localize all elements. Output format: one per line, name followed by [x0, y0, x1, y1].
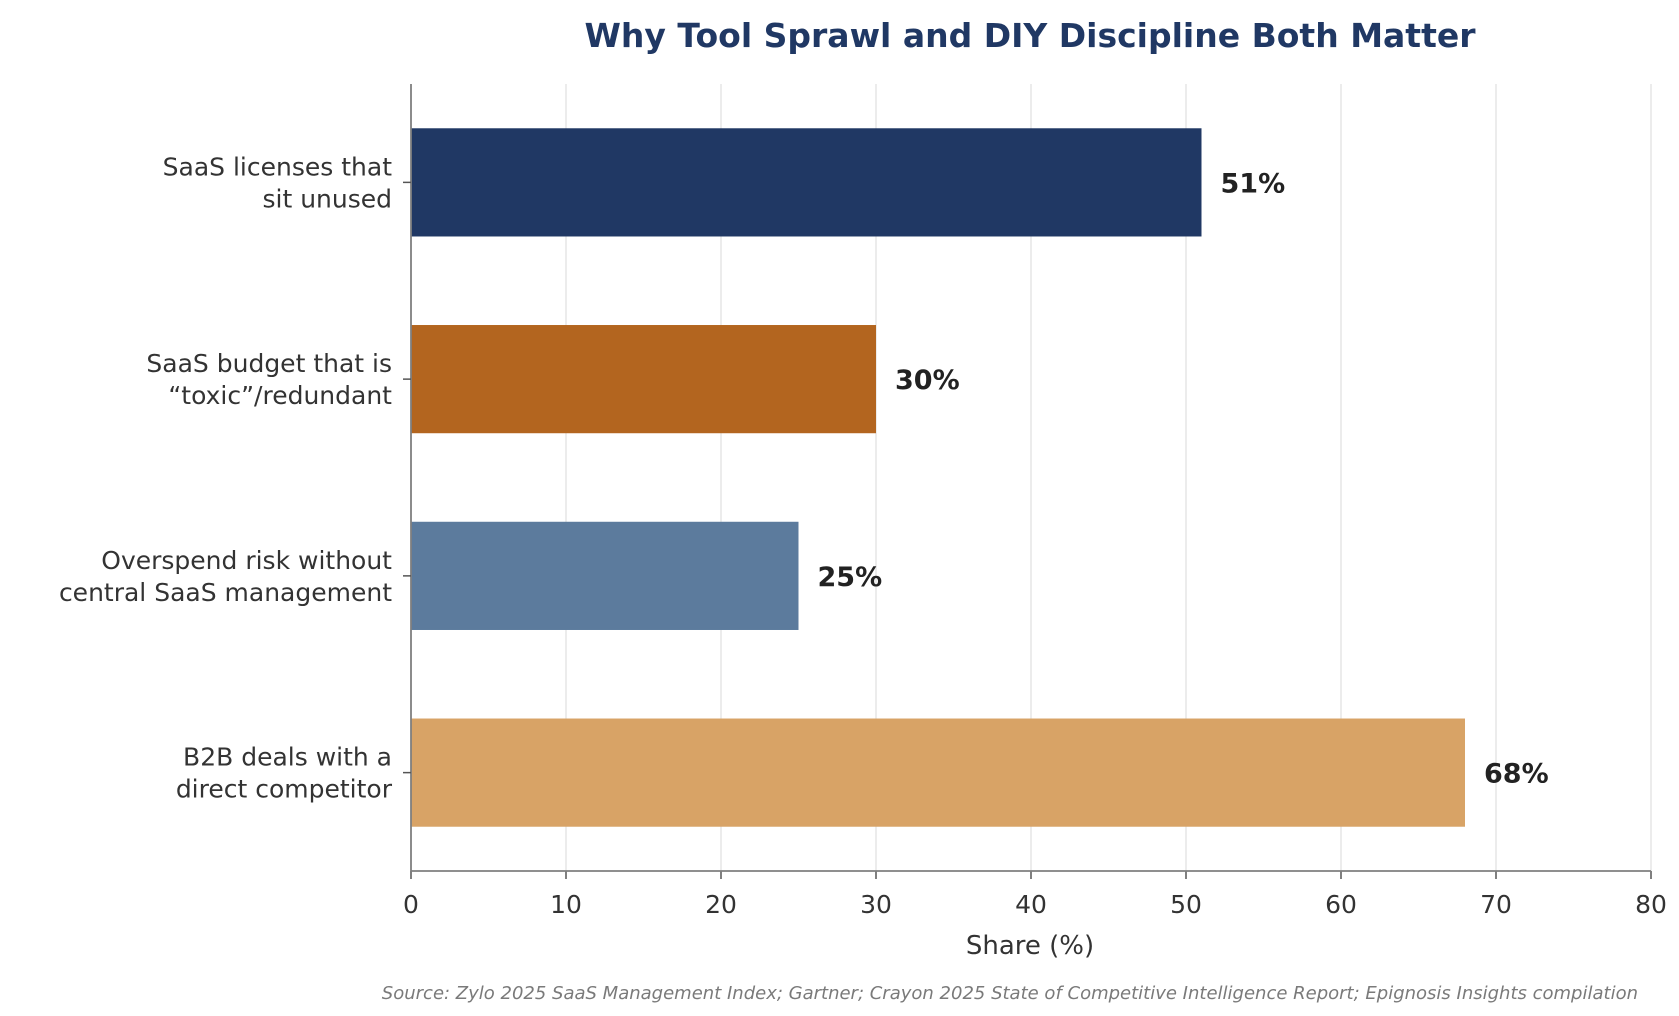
chart-title: Why Tool Sprawl and DIY Discipline Both …	[584, 16, 1476, 55]
category-label-line: SaaS budget that is	[146, 349, 392, 378]
x-tick-label: 0	[403, 890, 419, 919]
x-tick-label: 40	[1015, 890, 1047, 919]
bars	[411, 128, 1465, 827]
source-note: Source: Zylo 2025 SaaS Management Index;…	[382, 983, 1638, 1004]
axes	[403, 84, 1652, 879]
category-label: B2B deals with a direct competitor	[176, 743, 393, 804]
x-tick-label: 50	[1170, 890, 1202, 919]
x-tick-label: 80	[1635, 890, 1667, 919]
x-tick-label: 60	[1325, 890, 1357, 919]
x-tick-label: 10	[550, 890, 582, 919]
value-label: 30%	[895, 365, 960, 396]
x-axis-title: Share (%)	[966, 931, 1094, 961]
category-label-line: “toxic”/redundant	[168, 381, 392, 410]
category-label-line: B2B deals with a	[183, 743, 392, 772]
value-label: 25%	[818, 562, 883, 593]
category-label-line: SaaS licenses that	[163, 152, 393, 181]
x-tick-label: 70	[1480, 890, 1512, 919]
bar	[411, 718, 1465, 827]
category-label: SaaS licenses that sit unused	[163, 152, 393, 213]
bar	[411, 128, 1202, 237]
category-label-line: direct competitor	[176, 775, 393, 804]
labels: 0 10 20 30 40 50 60 70 80 51% SaaS licenses that si…	[59, 152, 1667, 919]
category-label: SaaS budget that is “toxic”/redundant	[146, 349, 392, 410]
value-label: 68%	[1484, 759, 1549, 790]
bar	[411, 325, 876, 434]
category-label: Overspend risk without central SaaS manag…	[59, 546, 392, 607]
value-label: 51%	[1221, 168, 1286, 199]
category-label-line: central SaaS management	[59, 578, 392, 607]
x-tick-label: 30	[860, 890, 892, 919]
x-tick-label: 20	[705, 890, 737, 919]
bar	[411, 521, 799, 630]
category-label-line: Overspend risk without	[101, 546, 392, 575]
category-label-line: sit unused	[262, 184, 392, 213]
